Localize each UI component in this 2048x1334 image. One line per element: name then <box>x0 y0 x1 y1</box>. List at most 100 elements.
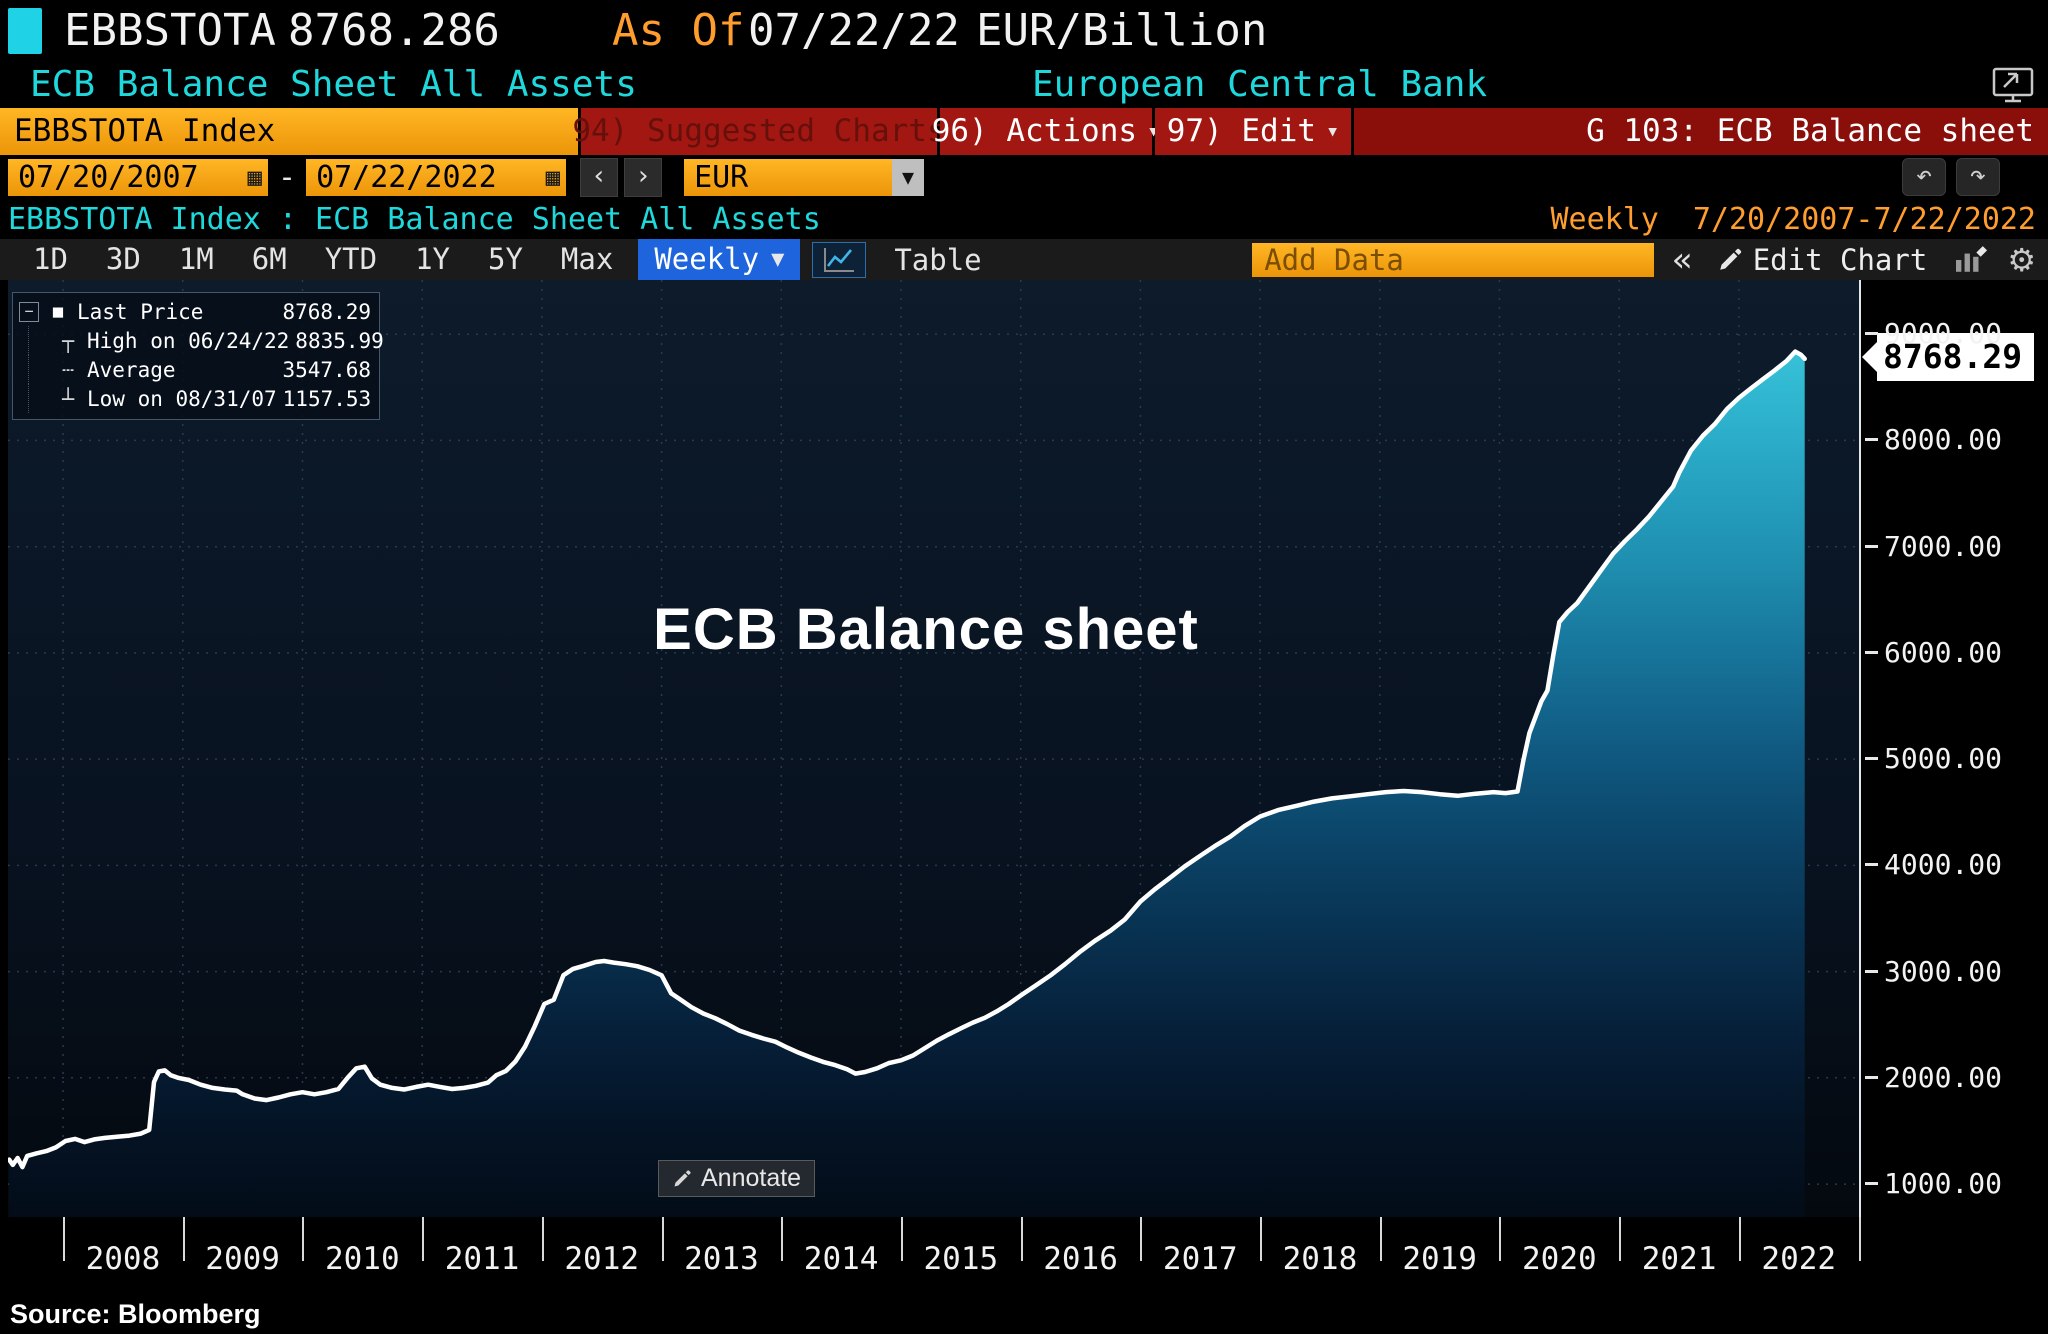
chart-title: ECB Balance sheet <box>653 597 1199 662</box>
annotate-button[interactable]: Annotate <box>658 1160 816 1197</box>
range-tab-1y[interactable]: 1Y <box>415 242 450 276</box>
end-date-field[interactable]: 07/22/2022 ▦ <box>306 158 567 196</box>
x-axis-tick <box>1379 1217 1382 1261</box>
menu-actions[interactable]: 96) Actions ▾ <box>932 108 1160 155</box>
range-tab-6m[interactable]: 6M <box>251 242 287 276</box>
x-axis-year-label: 2020 <box>1522 1241 1597 1277</box>
legend-label: Low on 08/31/07 <box>87 386 277 411</box>
legend-low-row: ┴ Low on 08/31/07 1157.53 <box>19 384 371 413</box>
x-axis-tick <box>182 1217 185 1261</box>
chart-toolbar: 1D 3D 1M 6M YTD 1Y 5Y Max Weekly ▼ Table « Edit… <box>0 239 2048 280</box>
legend-label: Average <box>87 357 176 382</box>
launch-monitor-icon[interactable] <box>1992 66 2034 108</box>
x-axis-year-label: 2017 <box>1162 1241 1238 1277</box>
y-axis-tick-label: 7000.00 <box>1865 530 2002 563</box>
legend-collapse-icon[interactable]: − <box>19 301 39 322</box>
chart-breadcrumb-bar: EBBSTOTA Index : ECB Balance Sheet All A… <box>0 199 2048 239</box>
low-marker-icon: ┴ <box>61 386 75 411</box>
x-axis-year-label: 2016 <box>1043 1241 1118 1277</box>
frequency-dropdown[interactable]: Weekly ▼ <box>638 239 801 280</box>
ticker-input-value: EBBSTOTA Index <box>14 113 276 149</box>
redo-button[interactable]: ↷ <box>1956 158 2000 196</box>
range-tab-5y[interactable]: 5Y <box>488 242 523 276</box>
next-period-button[interactable]: › <box>624 157 663 197</box>
range-tab-1m[interactable]: 1M <box>178 242 214 276</box>
legend-high-row: ┬ High on 06/24/22 8835.99 <box>19 326 384 355</box>
prev-period-button[interactable]: ‹ <box>580 157 619 197</box>
legend-value: 8835.99 <box>295 328 384 353</box>
menu-suggested-charts[interactable]: 94) Suggested Charts <box>572 108 946 155</box>
date-range-label: 7/20/2007-7/22/2022 <box>1692 201 2036 237</box>
range-tab-max[interactable]: Max <box>560 242 614 276</box>
x-axis: 2008 2009 2010 2011 2012 2013 2014 2015 2016 2017… <box>0 1217 2048 1296</box>
x-axis-year-label: 2008 <box>85 1241 161 1277</box>
x-axis-year-label: 2014 <box>803 1241 879 1277</box>
chevron-down-icon: ▾ <box>1326 119 1340 144</box>
line-chart-icon <box>824 247 855 272</box>
calendar-icon[interactable]: ▦ <box>545 162 561 191</box>
y-axis-tick-label: 2000.00 <box>1865 1061 2002 1094</box>
average-marker-icon: ┄ <box>61 357 75 382</box>
date-separator: - <box>278 159 297 195</box>
series-swatch-icon: ■ <box>52 301 64 322</box>
source-bar: Source: Bloomberg <box>0 1294 2048 1334</box>
dropdown-arrow-icon[interactable]: ▼ <box>892 158 925 196</box>
quote-header-bar: EBBSTOTA 8768.286 As Of 07/22/22 EUR/Bil… <box>0 0 2048 62</box>
chart-settings-button[interactable] <box>1951 245 1991 275</box>
chart-legend: − ■ Last Price 8768.29 ┬ High on 06/24/2… <box>12 292 384 420</box>
undo-button[interactable]: ↶ <box>1902 158 1946 196</box>
x-axis-tick <box>1858 1217 1861 1261</box>
chart-id-text: G 103: ECB Balance sheet <box>1586 113 2034 149</box>
ticker-input[interactable]: EBBSTOTA Index <box>0 108 578 155</box>
legend-tree-line <box>28 326 49 355</box>
gear-icon[interactable]: ⚙ <box>2007 240 2036 279</box>
y-axis-tick-label: 5000.00 <box>1865 742 2002 775</box>
table-button[interactable]: Table <box>894 242 982 277</box>
source-label: Source: Bloomberg <box>10 1299 261 1329</box>
x-axis-year-label: 2013 <box>684 1241 759 1277</box>
pencil-icon <box>674 1169 691 1186</box>
y-axis-tick-label: 1000.00 <box>1865 1167 2002 1200</box>
x-axis-tick <box>1140 1217 1143 1261</box>
last-value: 8768.286 <box>288 5 500 56</box>
menu-edit[interactable]: 97) Edit ▾ <box>1155 108 1351 155</box>
issuer-name: European Central Bank <box>1032 64 1488 105</box>
add-data-input[interactable] <box>1252 242 1655 277</box>
range-tab-group: 1D 3D 1M 6M YTD 1Y 5Y Max <box>14 239 632 280</box>
edit-chart-button[interactable]: Edit Chart <box>1717 243 1927 277</box>
range-tab-3d[interactable]: 3D <box>105 242 141 276</box>
legend-tree-line <box>28 355 49 384</box>
undo-redo-cluster: ↶ ↷ <box>1902 158 2000 196</box>
breadcrumb: EBBSTOTA Index : ECB Balance Sheet All A… <box>8 201 821 237</box>
range-tab-ytd[interactable]: YTD <box>324 242 378 276</box>
legend-label: Last Price <box>77 299 204 324</box>
date-range-bar: 07/20/2007 ▦ - 07/22/2022 ▦ ‹ › EUR ▼ ↶ … <box>0 155 2048 199</box>
chart-region: ECB Balance sheet − ■ Last Price 8768.29… <box>0 280 2048 1217</box>
suggested-charts-label: 94) Suggested Charts <box>572 113 946 149</box>
annotate-label: Annotate <box>701 1164 802 1192</box>
legend-value: 1157.53 <box>282 386 372 411</box>
range-tab-1d[interactable]: 1D <box>33 242 68 276</box>
x-axis-tick <box>302 1217 305 1261</box>
last-price-marker: 8768.29 <box>1877 332 2035 381</box>
as-of-date: 07/22/22 <box>748 5 960 56</box>
x-axis-tick <box>63 1217 66 1261</box>
legend-label: High on 06/24/22 <box>87 328 290 353</box>
y-axis-tick-label: 9000.00 <box>1865 317 2002 350</box>
x-axis-tick <box>781 1217 784 1261</box>
start-date-field[interactable]: 07/20/2007 ▦ <box>8 158 268 196</box>
chart-plot-area[interactable]: ECB Balance sheet − ■ Last Price 8768.29… <box>8 280 1861 1217</box>
collapse-panel-button[interactable]: « <box>1672 239 1693 280</box>
chevron-down-icon: ▼ <box>771 247 785 272</box>
menu-bar: EBBSTOTA Index 94) Suggested Charts 96) … <box>0 108 2048 155</box>
x-axis-tick <box>541 1217 544 1261</box>
y-axis-tick-label: 6000.00 <box>1865 636 2002 669</box>
x-axis-year-label: 2009 <box>205 1241 280 1277</box>
calendar-icon[interactable]: ▦ <box>247 162 262 191</box>
x-axis-tick <box>1499 1217 1502 1261</box>
chart-type-button[interactable] <box>812 241 867 278</box>
x-axis-tick <box>661 1217 664 1261</box>
x-axis-year-label: 2011 <box>444 1241 520 1277</box>
currency-select[interactable]: EUR ▼ <box>684 158 925 196</box>
x-axis-year-label: 2022 <box>1761 1241 1837 1277</box>
